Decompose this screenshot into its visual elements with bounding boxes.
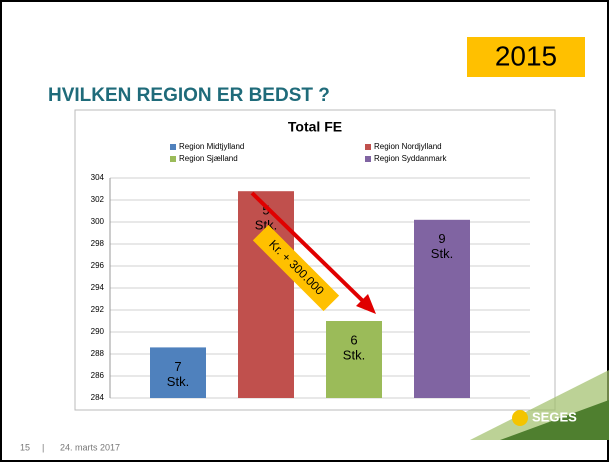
separator: | <box>42 442 44 452</box>
y-tick-label: 294 <box>91 283 105 292</box>
y-tick-label: 298 <box>91 239 105 248</box>
bar-label: Stk. <box>167 374 189 389</box>
logo: SEGES <box>532 409 577 424</box>
year: 2015 <box>495 40 557 71</box>
bar-label: 9 <box>438 231 445 246</box>
year-box <box>467 37 585 77</box>
y-tick-label: 286 <box>91 371 105 380</box>
arrow <box>250 191 368 306</box>
legend-label: Region Nordjylland <box>374 142 442 151</box>
chart-frame <box>74 109 556 411</box>
y-tick-label: 288 <box>91 349 105 358</box>
y-tick-label: 284 <box>91 393 105 402</box>
legend-label: Region Syddanmark <box>374 154 447 163</box>
legend-label: Region Midtjylland <box>179 142 244 151</box>
logo-sun <box>512 410 528 426</box>
legend-label: Region Sjælland <box>179 154 238 163</box>
page-number: 15 <box>20 442 30 452</box>
legend-swatch <box>170 144 176 150</box>
legend-swatch <box>170 156 176 162</box>
chart-title: Total FE <box>288 119 342 135</box>
y-tick-label: 292 <box>91 305 105 314</box>
y-tick-label: 302 <box>91 195 105 204</box>
bar <box>150 347 206 398</box>
bar-label: Stk. <box>431 246 453 261</box>
date: 24. marts 2017 <box>60 442 120 452</box>
legend-swatch <box>365 156 371 162</box>
bar <box>414 219 470 398</box>
bar-label: 7 <box>174 359 181 374</box>
bar <box>326 321 382 398</box>
y-tick-label: 300 <box>91 217 105 226</box>
bar-label: 5 <box>262 203 269 218</box>
legend-swatch <box>365 144 371 150</box>
annotation-box <box>252 224 340 312</box>
arrowhead <box>356 294 376 314</box>
slide-title: HVILKEN REGION ER BEDST ? <box>48 85 330 106</box>
logo-band <box>500 400 609 440</box>
bar-label: Stk. <box>343 347 365 362</box>
y-tick-label: 296 <box>91 261 105 270</box>
bar-label: 6 <box>350 332 357 347</box>
y-tick-label: 304 <box>91 173 105 182</box>
y-tick-label: 290 <box>91 327 105 336</box>
